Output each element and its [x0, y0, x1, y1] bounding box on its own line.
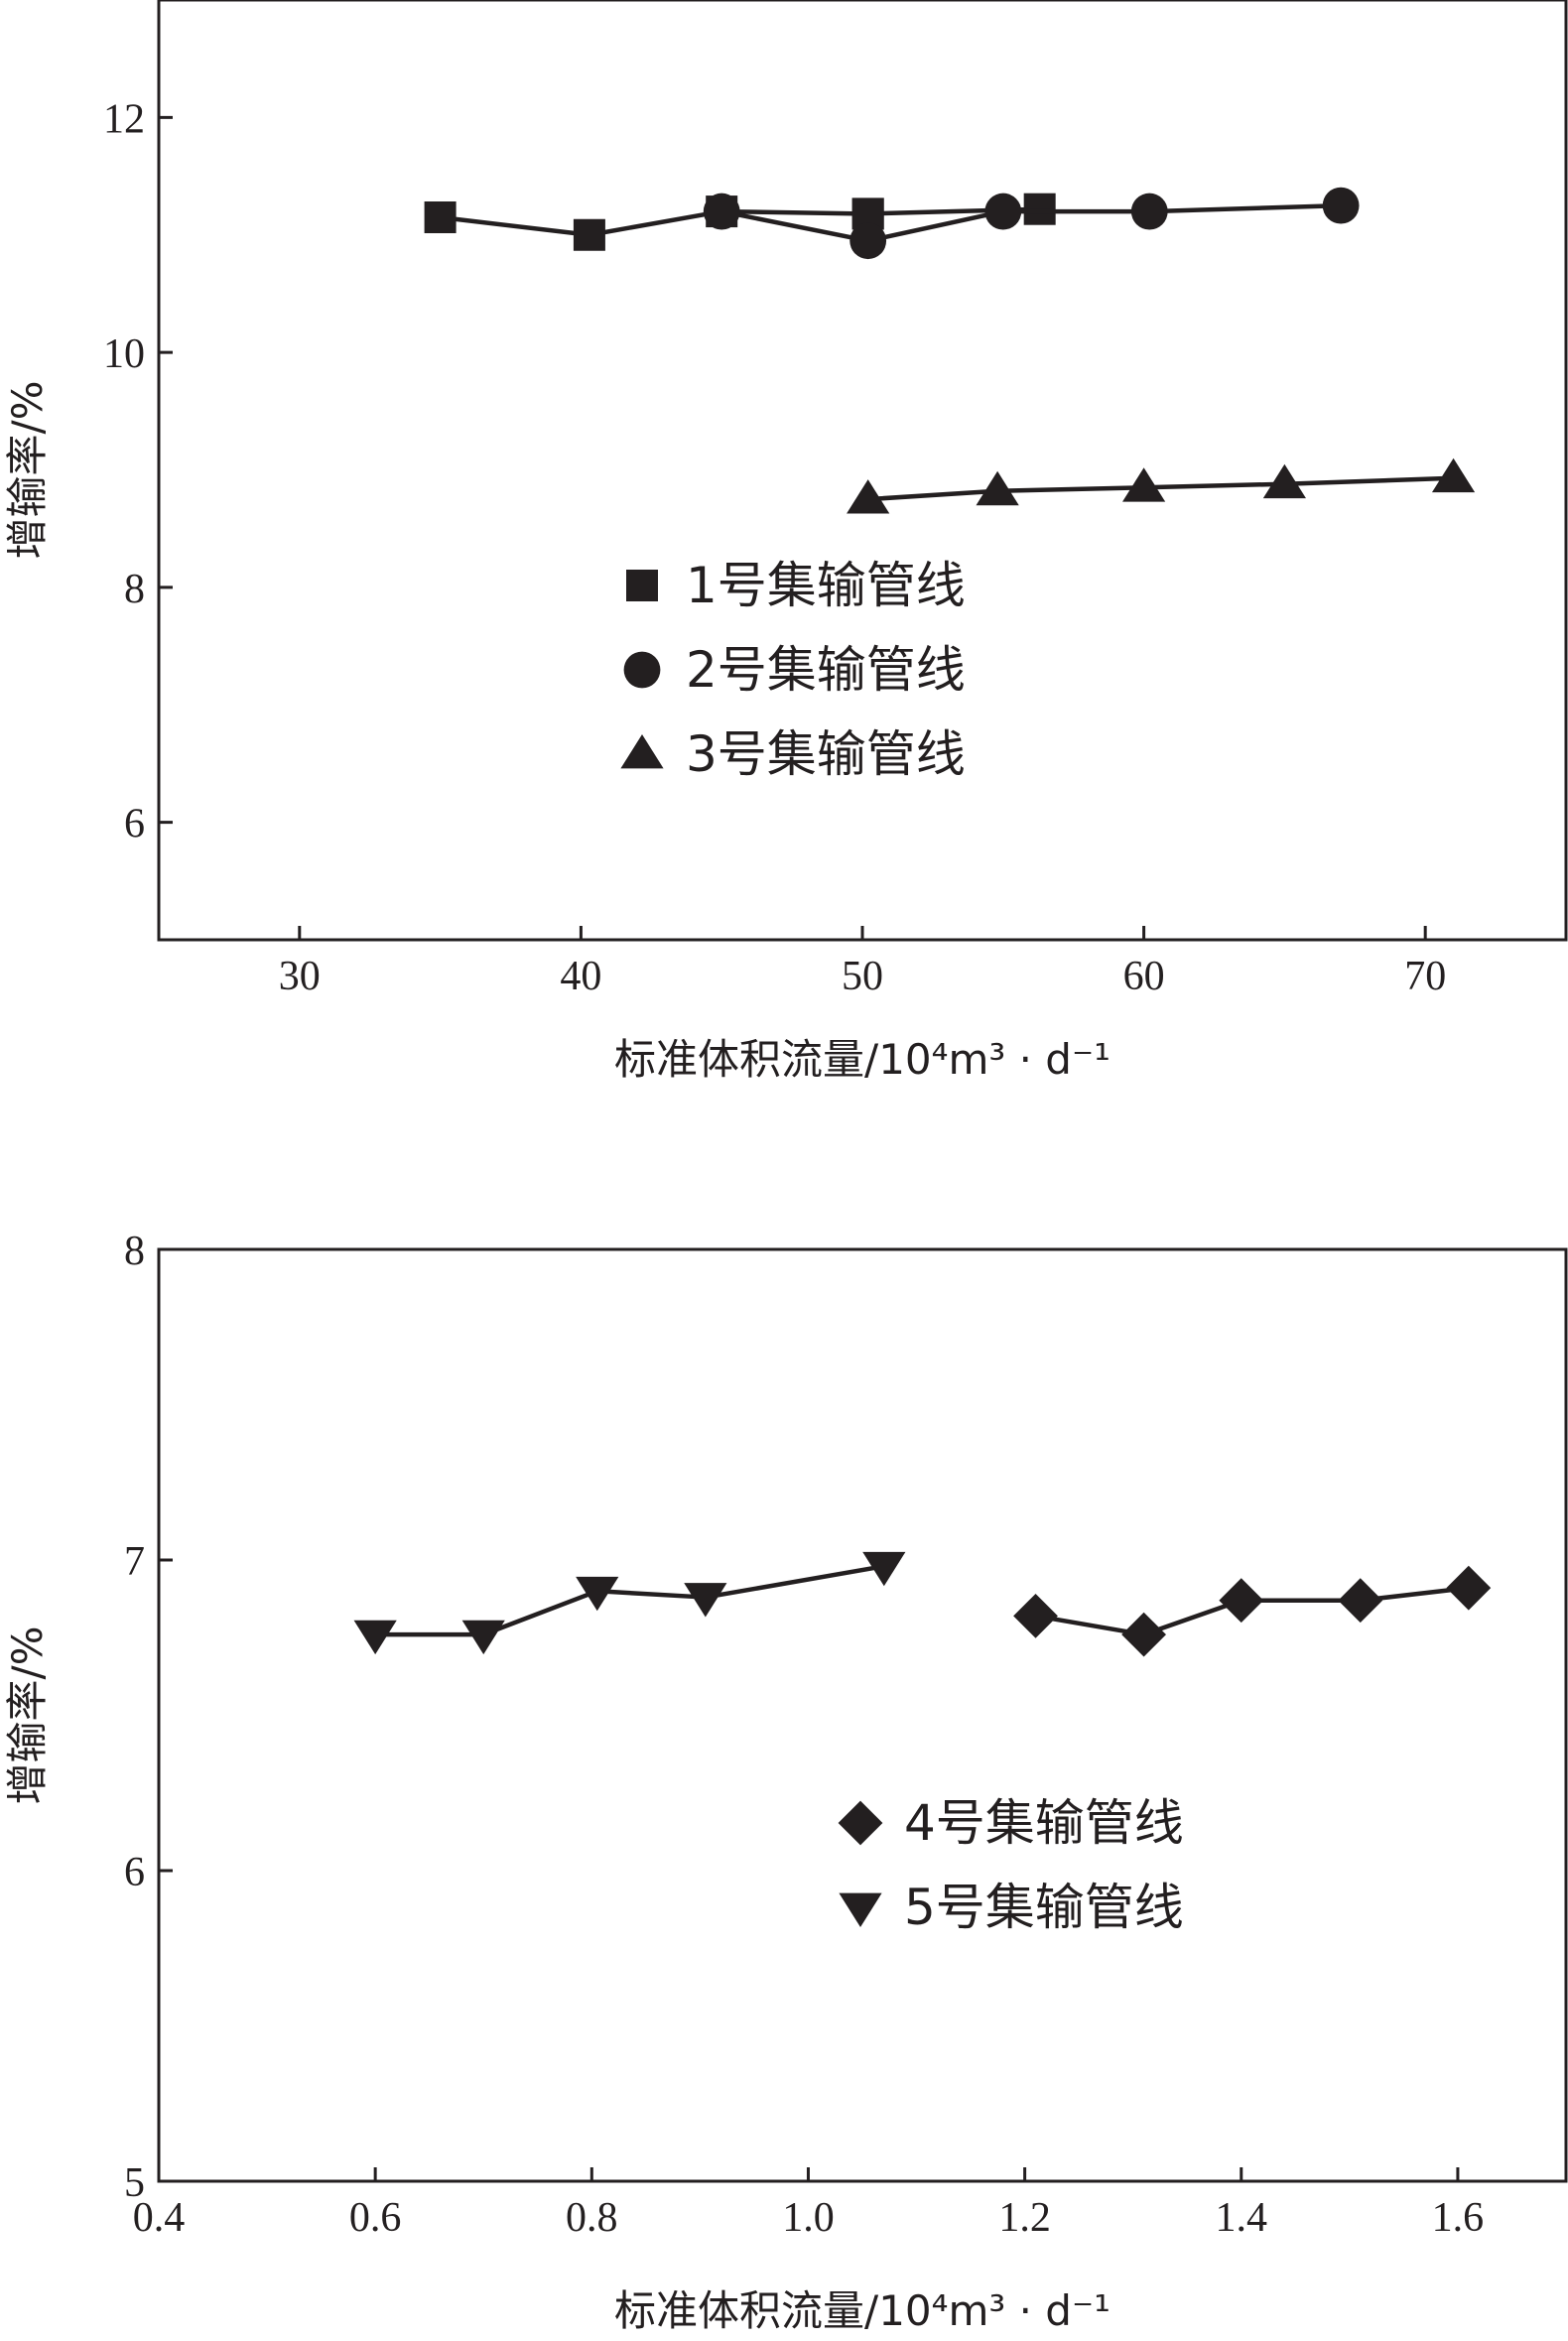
data-point: [1219, 1578, 1264, 1624]
y-tick-label: 12: [103, 96, 145, 142]
y-tick-label: 8: [124, 1229, 145, 1274]
chart-bottom: 0.4 0.6 0.8 1.0 1.2 1.4 1.6 5 6 7 8 标准体积流量/10⁴m³ · …: [3, 1229, 1568, 2335]
data-point: [1262, 463, 1306, 499]
legend-marker: [839, 1892, 882, 1927]
y-tick-label: 10: [103, 331, 145, 377]
x-tick-label: 1.2: [998, 2195, 1051, 2241]
legend-marker: [623, 651, 661, 689]
legend-label: 2号集输管线: [686, 641, 966, 699]
y-tick-label: 5: [124, 2160, 145, 2206]
data-point: [849, 222, 887, 260]
data-point: [1023, 193, 1056, 225]
x-axis-label: 标准体积流量/10⁴m³ · d⁻¹: [614, 1035, 1111, 1084]
data-point: [862, 1551, 906, 1587]
y-tick-label: 8: [124, 567, 145, 612]
data-point: [1338, 1578, 1383, 1624]
y-axis-label: 增输率/%: [3, 1626, 52, 1804]
legend-marker: [626, 570, 658, 601]
data-point: [461, 1620, 505, 1655]
data-point: [424, 200, 457, 233]
legend-marker: [838, 1800, 883, 1846]
legend-label: 1号集输管线: [686, 557, 966, 614]
data-point: [703, 193, 740, 230]
x-tick-label: 1.6: [1432, 2195, 1485, 2241]
data-point: [573, 218, 605, 251]
legend-label: 4号集输管线: [904, 1794, 1184, 1852]
x-tick-label: 50: [842, 954, 883, 999]
x-tick-label: 30: [279, 954, 321, 999]
x-tick-label: 0.6: [349, 2195, 402, 2241]
data-point: [684, 1583, 727, 1618]
plot-frame: [157, 0, 1568, 942]
data-point: [1431, 457, 1476, 493]
x-tick-label: 1.0: [782, 2195, 835, 2241]
x-axis-label: 标准体积流量/10⁴m³ · d⁻¹: [614, 2286, 1111, 2335]
x-tick-label: 1.4: [1216, 2195, 1268, 2241]
data-point: [847, 479, 890, 514]
data-point: [1130, 193, 1168, 230]
data-point: [576, 1576, 619, 1612]
data-point: [1122, 467, 1166, 502]
plot-frame: [157, 1247, 1568, 2183]
y-tick-label: 7: [124, 1539, 145, 1585]
chart-top: 30 40 50 60 70 6 8 10 12 标准体积流量/10⁴m³ · d⁻¹ 增输率/% 1…: [3, 0, 1568, 1084]
data-point: [976, 470, 1019, 506]
x-tick-label: 0.8: [566, 2195, 618, 2241]
legend-marker: [620, 734, 664, 769]
data-point: [1446, 1565, 1492, 1611]
data-point: [1013, 1593, 1058, 1638]
y-axis-label: 增输率/%: [3, 380, 52, 559]
legend-label: 3号集输管线: [686, 725, 966, 783]
series-line: [375, 1564, 885, 1637]
data-point: [984, 193, 1022, 230]
y-tick-label: 6: [124, 802, 145, 847]
x-tick-label: 70: [1404, 954, 1446, 999]
data-point: [1322, 187, 1360, 224]
y-tick-label: 6: [124, 1850, 145, 1895]
x-tick-label: 0.4: [133, 2195, 186, 2241]
legend-label: 5号集输管线: [904, 1879, 1184, 1936]
x-tick-label: 40: [560, 954, 601, 999]
data-point: [1121, 1612, 1166, 1657]
x-tick-label: 60: [1123, 954, 1165, 999]
data-point: [353, 1620, 397, 1655]
